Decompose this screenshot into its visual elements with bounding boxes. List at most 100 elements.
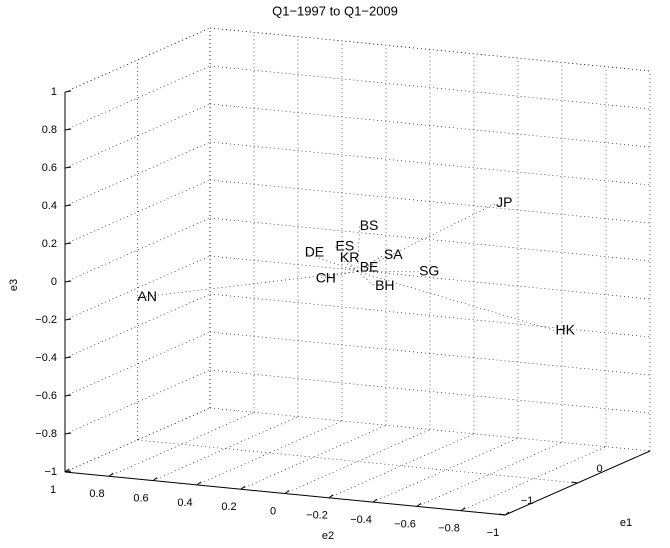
grid-line bbox=[64, 141, 211, 207]
tick-mark bbox=[498, 513, 506, 516]
z-axis-label: e3 bbox=[8, 279, 20, 291]
tick-mark bbox=[64, 432, 72, 435]
tick-mark bbox=[64, 318, 72, 321]
grid-line bbox=[209, 255, 651, 300]
grid-line bbox=[209, 369, 651, 414]
grid-line bbox=[64, 27, 211, 93]
point-label: DE bbox=[305, 244, 324, 260]
grid-line bbox=[209, 179, 651, 224]
grid-line bbox=[64, 255, 211, 321]
vector-line bbox=[335, 246, 358, 272]
y-tick-label: −0.6 bbox=[394, 518, 416, 530]
z-tick-label: 0.8 bbox=[42, 124, 57, 136]
point-label: CH bbox=[316, 270, 336, 286]
grid-line bbox=[209, 217, 651, 262]
tick-mark bbox=[328, 494, 334, 499]
tick-mark bbox=[64, 166, 72, 169]
z-tick-label: −0.2 bbox=[35, 314, 57, 326]
tick-mark bbox=[284, 490, 290, 494]
tick-mark bbox=[108, 472, 114, 477]
z-tick-label: 0.4 bbox=[42, 200, 57, 212]
z-tick-label: 0.2 bbox=[42, 238, 57, 250]
tick-mark bbox=[416, 502, 422, 507]
y-tick-label: 0 bbox=[270, 505, 276, 517]
grid-line bbox=[152, 416, 299, 481]
grid-line bbox=[240, 424, 387, 490]
grid-line bbox=[209, 407, 651, 452]
y-tick-label: −1 bbox=[487, 527, 500, 539]
tick-mark bbox=[64, 394, 72, 397]
z-tick-label: −0.4 bbox=[35, 352, 57, 364]
point-label: JP bbox=[496, 194, 512, 210]
point-label: SA bbox=[384, 246, 403, 262]
point-label: ES bbox=[336, 237, 355, 253]
y-tick-label: 0.8 bbox=[89, 488, 104, 500]
grid-line bbox=[284, 429, 431, 494]
tick-mark bbox=[196, 481, 202, 486]
point-label: KR bbox=[340, 249, 359, 265]
x-axis-label: e1 bbox=[620, 517, 632, 529]
grid-line bbox=[64, 369, 211, 435]
grid-line bbox=[460, 446, 607, 511]
tick-mark bbox=[64, 356, 72, 359]
tick-mark bbox=[64, 468, 70, 473]
grid-line bbox=[64, 407, 211, 473]
y-tick-label: 0.2 bbox=[221, 501, 236, 513]
y-tick-label: 0.4 bbox=[177, 497, 192, 509]
grid-line bbox=[64, 217, 211, 283]
grid-line bbox=[196, 420, 343, 486]
grid-line bbox=[209, 331, 651, 376]
tick-mark bbox=[571, 481, 578, 484]
grid-line bbox=[209, 293, 651, 338]
tick-mark bbox=[64, 90, 72, 93]
tick-mark bbox=[64, 280, 72, 283]
x-tick-label: −1 bbox=[521, 495, 534, 507]
chart-title: Q1−1997 to Q1−2009 bbox=[272, 3, 398, 18]
z-tick-label: 1 bbox=[51, 86, 57, 98]
grid-line bbox=[64, 65, 211, 131]
y-axis-label: e2 bbox=[322, 530, 334, 542]
grid-line bbox=[137, 439, 578, 484]
tick-mark bbox=[504, 511, 510, 516]
grid-line bbox=[64, 331, 211, 397]
y-tick-label: −0.8 bbox=[438, 523, 460, 535]
grid-line bbox=[416, 442, 563, 507]
vector-line bbox=[357, 271, 556, 332]
tick-mark bbox=[152, 477, 158, 482]
z-tick-label: −0.6 bbox=[35, 390, 57, 402]
y-tick-label: 0.6 bbox=[133, 493, 148, 505]
tick-mark bbox=[64, 242, 72, 245]
x-tick-label: 0 bbox=[596, 463, 602, 475]
grid-line bbox=[209, 65, 651, 110]
z-tick-label: −0.8 bbox=[35, 428, 57, 440]
grid-line bbox=[64, 103, 211, 169]
grid-line bbox=[108, 412, 255, 477]
point-label: AN bbox=[138, 288, 157, 304]
tick-mark bbox=[64, 128, 72, 131]
grid-line bbox=[64, 179, 211, 245]
vector-line bbox=[357, 267, 360, 272]
tick-mark bbox=[460, 507, 466, 512]
grid-line bbox=[328, 433, 475, 499]
point-label: HK bbox=[556, 321, 576, 337]
y-tick-label: 1 bbox=[50, 484, 56, 496]
point-label: BE bbox=[360, 259, 379, 275]
box-edge bbox=[64, 27, 211, 93]
vector-line bbox=[137, 271, 358, 298]
point-label: SG bbox=[419, 263, 439, 279]
grid-line bbox=[209, 141, 651, 186]
y-tick-label: −0.2 bbox=[306, 510, 328, 522]
point-label: BS bbox=[360, 217, 379, 233]
grid-line bbox=[209, 103, 651, 148]
z-tick-label: 0.6 bbox=[42, 162, 57, 174]
tick-mark bbox=[64, 204, 72, 207]
grid-line bbox=[209, 27, 651, 72]
tick-mark bbox=[240, 485, 246, 490]
tick-mark bbox=[372, 498, 378, 503]
z-tick-label: 0 bbox=[51, 276, 57, 288]
grid-line bbox=[64, 293, 211, 359]
z-tick-label: −1 bbox=[44, 466, 57, 478]
point-label: BH bbox=[375, 277, 394, 293]
y-tick-label: −0.4 bbox=[350, 514, 372, 526]
